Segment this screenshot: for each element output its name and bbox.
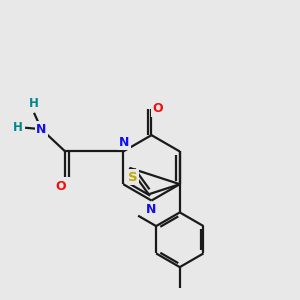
Text: O: O [152,103,163,116]
Text: H: H [29,98,39,110]
Text: N: N [36,123,46,136]
Text: N: N [146,203,157,216]
Text: O: O [56,180,66,193]
Text: S: S [128,171,138,184]
Text: H: H [13,121,23,134]
Text: N: N [119,136,130,148]
